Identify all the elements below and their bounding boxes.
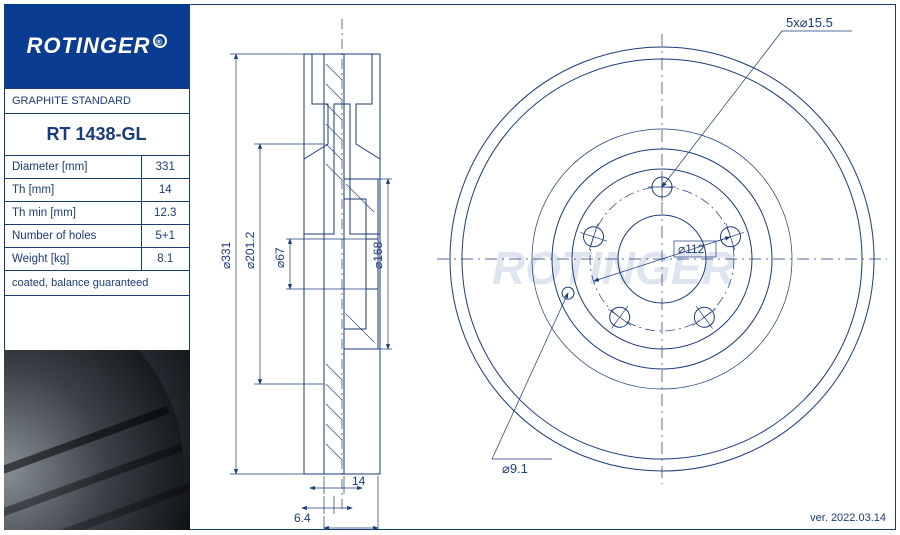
brand-logo: ROTINGER® xyxy=(4,4,189,88)
table-row: Th min [mm]12.3 xyxy=(4,202,189,225)
spec-note: coated, balance guaranteed xyxy=(4,271,189,296)
series-label: GRAPHITE STANDARD xyxy=(4,88,189,114)
product-photo xyxy=(4,350,190,530)
spec-label: Number of holes xyxy=(4,225,141,248)
spec-value: 331 xyxy=(141,156,189,179)
spec-label: Th [mm] xyxy=(4,179,141,202)
callout-bolt-pattern: 5x⌀15.5 xyxy=(662,15,852,187)
spec-label: Th min [mm] xyxy=(4,202,141,225)
svg-text:⌀331: ⌀331 xyxy=(219,241,233,269)
table-row: Number of holes5+1 xyxy=(4,225,189,248)
version-label: ver. 2022.03.14 xyxy=(810,512,886,524)
dim-6.4: 6.4 xyxy=(294,496,352,525)
svg-text:14: 14 xyxy=(352,474,366,488)
spec-value: 12.3 xyxy=(141,202,189,225)
section-view: ⌀331 ⌀201.2 ⌀67 ⌀168 xyxy=(219,19,392,530)
callout-extra-hole: ⌀9.1 xyxy=(492,293,568,476)
technical-drawing: ROTINGER xyxy=(192,4,896,530)
spec-table: Diameter [mm]331 Th [mm]14 Th min [mm]12… xyxy=(4,156,189,271)
dim-39.6: 39.6 xyxy=(324,476,378,530)
spec-value: 5+1 xyxy=(141,225,189,248)
svg-text:⌀67: ⌀67 xyxy=(273,247,287,268)
brand-name: ROTINGER® xyxy=(26,33,166,59)
svg-text:⌀201.2: ⌀201.2 xyxy=(243,231,257,269)
dim-d67: ⌀67 xyxy=(273,239,366,289)
table-row: Diameter [mm]331 xyxy=(4,156,189,179)
spec-label: Diameter [mm] xyxy=(4,156,141,179)
spec-value: 14 xyxy=(141,179,189,202)
spec-label: Weight [kg] xyxy=(4,248,141,271)
dim-d331: ⌀331 xyxy=(219,54,324,474)
table-row: Weight [kg]8.1 xyxy=(4,248,189,271)
svg-text:6.4: 6.4 xyxy=(294,511,311,525)
dim-d168: ⌀168 xyxy=(346,179,392,349)
svg-text:⌀168: ⌀168 xyxy=(371,241,385,269)
dim-th14: 14 xyxy=(310,474,366,494)
svg-text:5x⌀15.5: 5x⌀15.5 xyxy=(786,15,833,30)
sidebar: ROTINGER® GRAPHITE STANDARD RT 1438-GL D… xyxy=(4,4,190,530)
drawing-area: ROTINGER xyxy=(192,4,896,530)
brand-name-text: ROTINGER xyxy=(26,33,150,58)
table-row: Th [mm]14 xyxy=(4,179,189,202)
part-number: RT 1438-GL xyxy=(4,114,189,156)
registered-icon: ® xyxy=(153,34,167,48)
svg-text:⌀112: ⌀112 xyxy=(678,242,705,256)
spec-value: 8.1 xyxy=(141,248,189,271)
svg-text:⌀9.1: ⌀9.1 xyxy=(502,461,528,476)
